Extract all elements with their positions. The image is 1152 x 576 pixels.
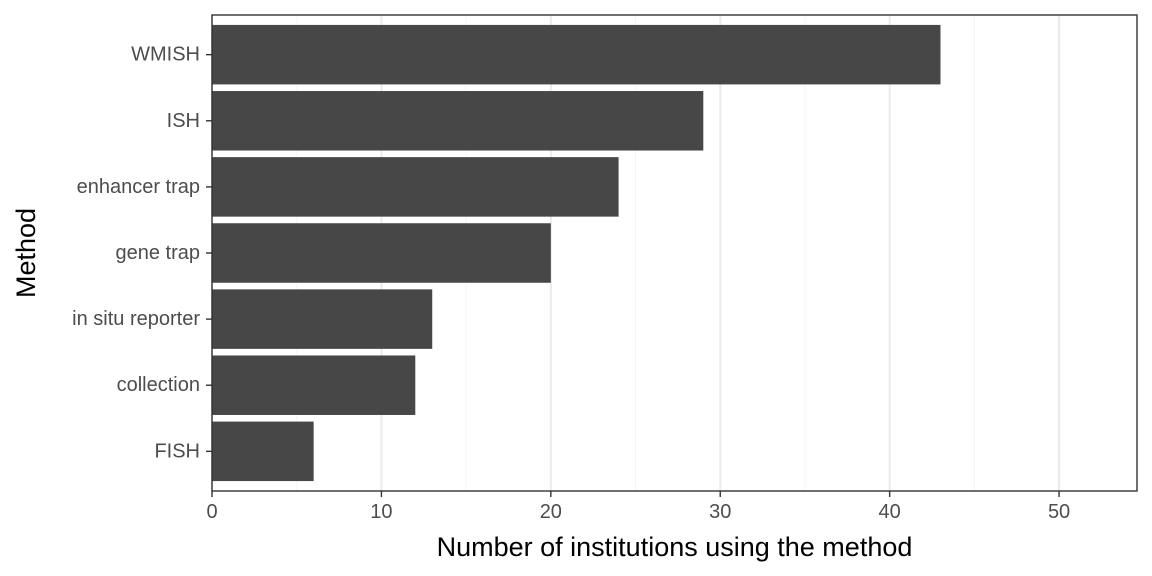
bar-fish [212,421,314,482]
y-tick-label: FISH [154,440,200,462]
x-axis-title: Number of institutions using the method [437,532,913,562]
y-tick-label: collection [117,374,200,396]
bar-in-situ-reporter [212,289,433,349]
y-axis: WMISH ISH enhancer trap gene trap in situ re… [72,44,212,462]
x-tick-label: 0 [206,501,217,523]
bar-wmish [212,24,941,85]
y-tick-label: ISH [167,110,200,132]
x-tick-label: 20 [540,501,562,523]
x-tick-label: 50 [1048,501,1070,523]
y-tick-label: gene trap [115,242,200,264]
bar-ish [212,91,704,151]
bar-enhancer-trap [212,157,619,217]
bars [212,24,941,482]
bar-gene-trap [212,223,551,283]
y-tick-label: in situ reporter [72,308,200,330]
x-tick-label: 30 [709,501,731,523]
x-tick-label: 10 [370,501,392,523]
bar-collection [212,355,416,415]
y-tick-label: WMISH [131,44,200,66]
x-tick-label: 40 [879,501,901,523]
y-axis-title: Method [11,208,41,298]
y-tick-label: enhancer trap [77,176,200,198]
x-axis: 0 10 20 30 40 50 [206,491,1070,523]
